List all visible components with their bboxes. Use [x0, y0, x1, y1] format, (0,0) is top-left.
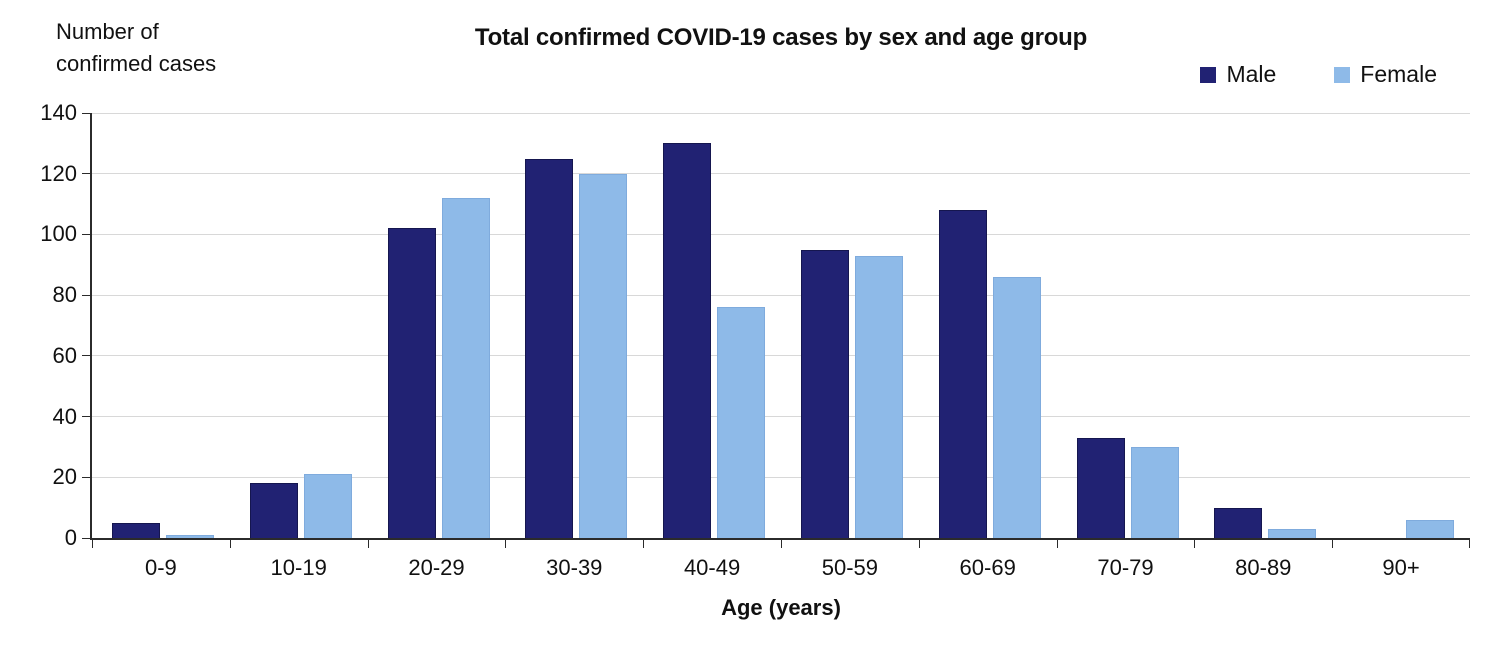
y-axis-line [90, 113, 92, 538]
legend-item-male: Male [1200, 61, 1276, 88]
legend: Male Female [1200, 61, 1437, 88]
bar-male-80-89 [1214, 507, 1263, 538]
y-tick-label: 0 [64, 525, 77, 550]
x-tick-label-20-29: 20-29 [408, 555, 465, 580]
y-tick-label: 100 [40, 221, 77, 247]
bar-female-50-59 [855, 255, 903, 538]
x-tick-label-80-89: 80-89 [1235, 555, 1292, 580]
gridline-40 [92, 416, 1470, 418]
x-axis-line [90, 538, 1470, 540]
x-axis-tick [1332, 538, 1334, 548]
gridline-80 [92, 294, 1470, 296]
legend-label-male: Male [1226, 61, 1277, 87]
female-swatch-icon [1334, 66, 1351, 83]
legend-label-female: Female [1360, 61, 1437, 87]
x-tick-label-10-19: 10-19 [270, 555, 327, 580]
bar-female-30-39 [579, 173, 628, 538]
x-axis-tick [781, 538, 782, 548]
y-axis-tick [82, 476, 92, 478]
bar-male-10-19 [249, 483, 298, 538]
x-tick-label-60-69: 60-69 [959, 555, 1016, 580]
y-tick-label: 40 [52, 403, 77, 429]
x-axis-tick [367, 538, 369, 548]
bar-male-70-79 [1076, 437, 1125, 538]
x-tick-label-70-79: 70-79 [1097, 555, 1154, 580]
x-tick-label-90+: 90+ [1382, 555, 1420, 580]
x-axis-tick [1469, 538, 1470, 548]
x-axis-tick [229, 538, 231, 548]
x-axis-tick [505, 538, 507, 548]
y-axis-tick [82, 294, 92, 296]
bar-male-20-29 [387, 228, 436, 538]
plot-area: 0 20 40 60 80 100 120 140 0-9 10-19 20-29 30-39 40-4… [40, 101, 1470, 580]
x-axis-tick [1194, 538, 1196, 548]
y-tick-label: 140 [40, 100, 77, 125]
y-axis-tick [82, 233, 92, 235]
bar-male-30-39 [525, 158, 574, 538]
y-axis-tick [82, 416, 92, 418]
y-tick-label: 120 [40, 160, 77, 186]
chart-title: Total confirmed COVID-19 cases by sex an… [474, 24, 1088, 51]
gridline-20 [92, 476, 1470, 478]
x-tick-label-0-9: 0-9 [145, 555, 177, 580]
gridline-120 [92, 173, 1470, 175]
bar-female-80-89 [1268, 528, 1317, 538]
gridline-100 [92, 233, 1470, 235]
bar-male-60-69 [938, 210, 987, 538]
y-axis-title: Number of confirmed cases [56, 19, 217, 76]
x-axis-tick [92, 538, 93, 548]
y-axis-tick [82, 173, 92, 175]
bar-female-20-29 [441, 198, 490, 538]
bar-female-60-69 [992, 276, 1041, 538]
y-tick-label: 80 [52, 282, 77, 308]
bar-female-40-49 [717, 307, 766, 538]
x-axis-tick [643, 538, 645, 548]
y-axis-tick [82, 537, 92, 539]
y-tick-label: 20 [52, 464, 77, 490]
bar-male-50-59 [801, 249, 849, 538]
bar-female-0-9 [166, 534, 214, 538]
legend-item-female: Female [1334, 61, 1437, 88]
bar-female-70-79 [1130, 446, 1179, 538]
bar-male-40-49 [663, 143, 712, 538]
x-axis-tick [918, 538, 920, 548]
y-axis-tick [82, 355, 92, 357]
y-axis-tick [82, 112, 92, 114]
gridline-60 [92, 355, 1470, 357]
male-swatch-icon [1200, 66, 1217, 83]
x-axis-tick [1056, 538, 1058, 548]
bar-female-10-19 [303, 474, 352, 538]
y-tick-label: 60 [52, 342, 77, 368]
x-tick-label-50-59: 50-59 [821, 555, 879, 580]
x-tick-label-30-39: 30-39 [546, 555, 603, 580]
gridline-140 [92, 112, 1470, 114]
x-tick-label-40-49: 40-49 [683, 555, 741, 580]
bar-female-90+ [1406, 519, 1455, 538]
bar-male-0-9 [112, 522, 160, 538]
x-axis-title: Age (years) [721, 595, 841, 620]
